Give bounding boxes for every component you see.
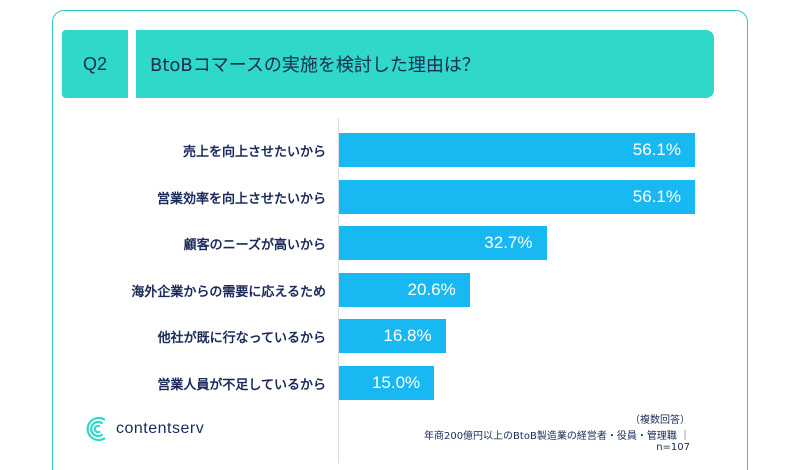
value-label: 56.1%	[632, 186, 681, 206]
logo-text: contentserv	[116, 420, 205, 437]
bar: 15.0%	[339, 365, 435, 400]
sample-note: 年商200億円以上のBtoB製造業の経営者・役員・管理職 ｜n=107	[423, 431, 690, 453]
category-label: 他社が既に行なっているから	[157, 331, 326, 346]
value-label: 16.8%	[383, 326, 432, 345]
contentserv-logo: contentserv	[84, 414, 204, 444]
chart-axis-line	[338, 118, 339, 463]
category-label: 海外企業からの需要に応えるため	[131, 284, 326, 300]
value-label: 56.1%	[632, 140, 681, 159]
bar: 56.1%	[339, 133, 695, 167]
value-label: 32.7%	[484, 233, 533, 252]
bar: 32.7%	[339, 226, 547, 260]
bar: 20.6%	[339, 272, 470, 307]
category-label: 売上を向上させたいから	[182, 145, 326, 160]
value-label: 20.6%	[407, 279, 456, 299]
category-label: 顧客のニーズが高いから	[183, 238, 326, 253]
contentserv-logo-icon	[86, 416, 106, 442]
value-label: 15.0%	[371, 372, 421, 392]
question-number-badge: Q2	[62, 30, 128, 98]
question-title: BtoBコマースの実施を検討した理由は？	[136, 30, 714, 98]
card-frame	[52, 10, 748, 470]
multiple-answer-note: （複数回答）	[630, 415, 690, 426]
bar: 56.1%	[339, 179, 695, 214]
category-label: 営業人員が不足しているから	[157, 377, 326, 393]
category-label: 営業効率を向上させたいから	[156, 191, 326, 207]
bar: 16.8%	[339, 319, 446, 353]
